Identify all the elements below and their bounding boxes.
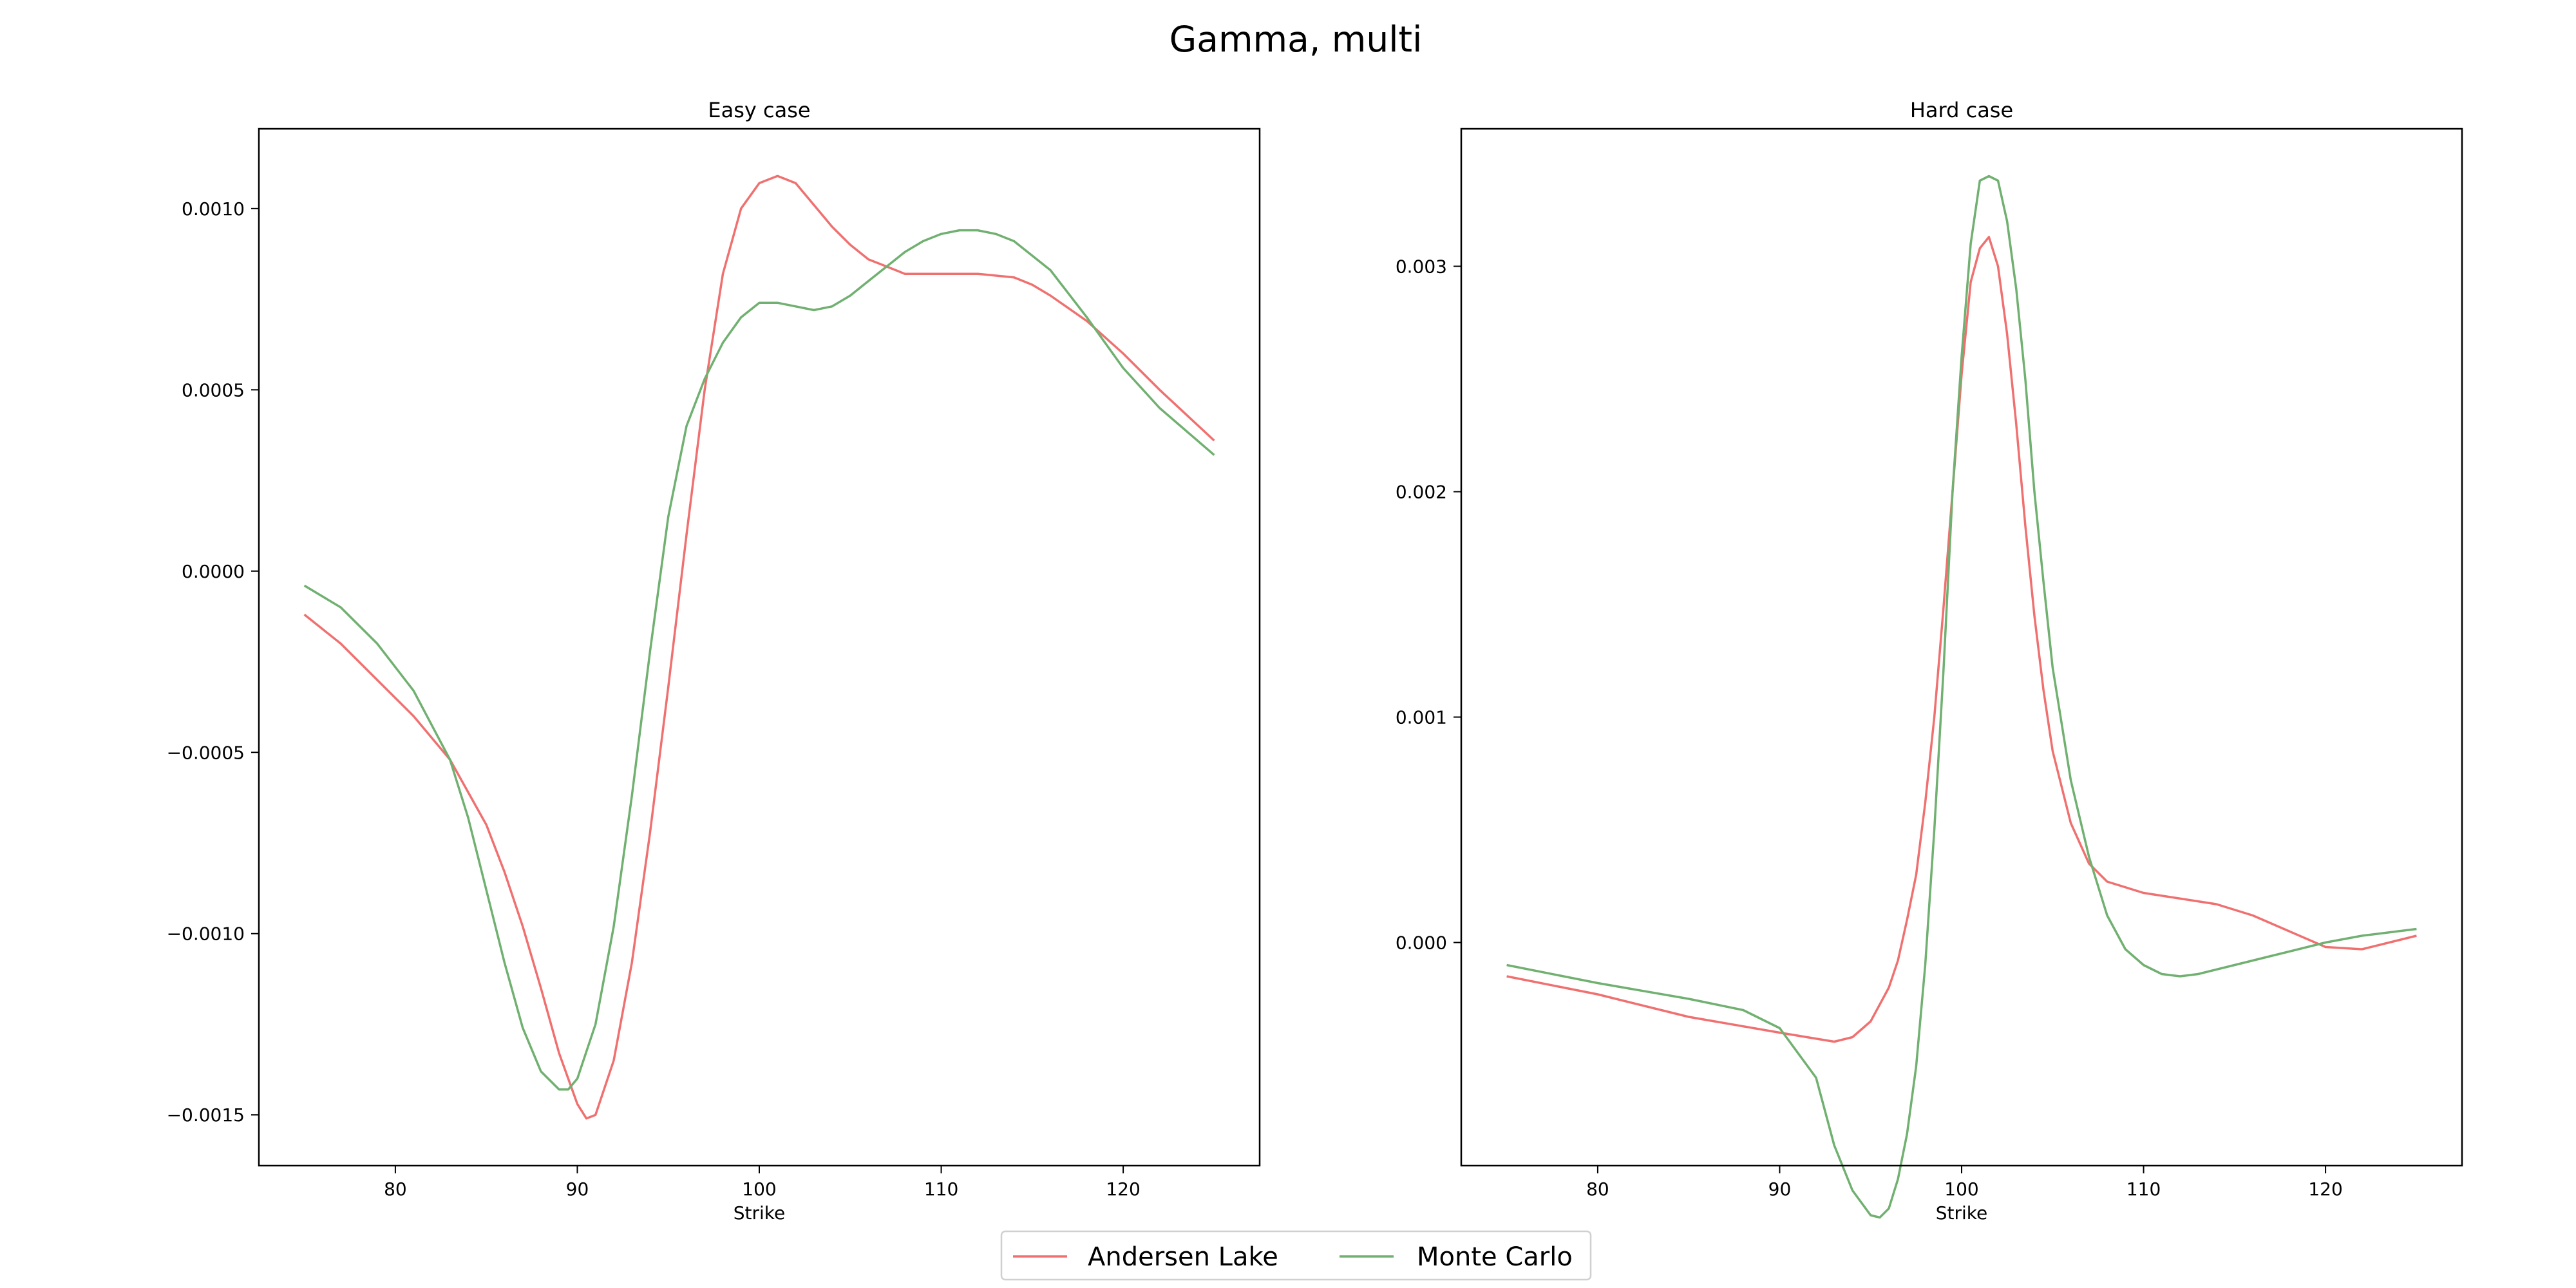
hard-case-series-monte-carlo [1506, 175, 2417, 1219]
easy-case-xtick-label: 90 [566, 1179, 589, 1200]
hard-case-xtick-label: 80 [1586, 1179, 1609, 1200]
hard-case-xtick-label: 100 [1944, 1179, 1978, 1200]
easy-case-title: Easy case [708, 98, 810, 122]
hard-case-ytick-label: 0.000 [1396, 933, 1447, 954]
legend-frame [1000, 1230, 1592, 1281]
easy-case-ytick-label: −0.0015 [167, 1104, 245, 1126]
easy-case-xtick-label: 120 [1106, 1179, 1140, 1200]
easy-case-xlabel: Strike [734, 1202, 786, 1224]
legend: Andersen Lake Monte Carlo [1000, 1230, 1592, 1281]
hard-case-xtick-label: 110 [2126, 1179, 2161, 1200]
easy-case-xtick-label: 100 [742, 1179, 776, 1200]
hard-case-ytick-label: 0.003 [1396, 256, 1447, 278]
hard-case-series-andersen-lake [1506, 236, 2417, 1043]
easy-case-xtick-label: 80 [384, 1179, 407, 1200]
easy-case-series-monte-carlo [303, 229, 1215, 1091]
easy-case-ytick-label: 0.0000 [182, 561, 245, 582]
hard-case-xlabel: Strike [1936, 1202, 1988, 1224]
hard-case-title: Hard case [1910, 98, 2013, 122]
easy-case-ytick-label: 0.0010 [182, 198, 245, 220]
figure-title: Gamma, multi [1170, 19, 1423, 60]
hard-case-xtick-label: 120 [2308, 1179, 2342, 1200]
easy-case-xtick-label: 110 [924, 1179, 958, 1200]
easy-case-series-andersen-lake [303, 175, 1215, 1120]
easy-case-frame [258, 128, 1261, 1167]
legend-label-andersen-lake: Andersen Lake [1088, 1242, 1278, 1272]
easy-case-ytick-label: −0.0005 [167, 742, 245, 763]
hard-case-ytick-label: 0.002 [1396, 482, 1447, 503]
hard-case-frame [1460, 128, 2463, 1167]
legend-label-monte-carlo: Monte Carlo [1417, 1242, 1573, 1272]
easy-case-ytick-label: 0.0005 [182, 379, 245, 401]
easy-case-ytick-label: −0.0010 [167, 923, 245, 945]
easy-case-subplot: Easy case 80 90 100 110 120 −0.0015 −0.0010 −0.… [167, 98, 1261, 1224]
hard-case-ytick-label: 0.001 [1396, 707, 1447, 728]
hard-case-subplot: Hard case 80 90 100 110 120 0.000 0.001 0.002 0.… [1396, 98, 2463, 1224]
hard-case-xtick-label: 90 [1768, 1179, 1792, 1200]
